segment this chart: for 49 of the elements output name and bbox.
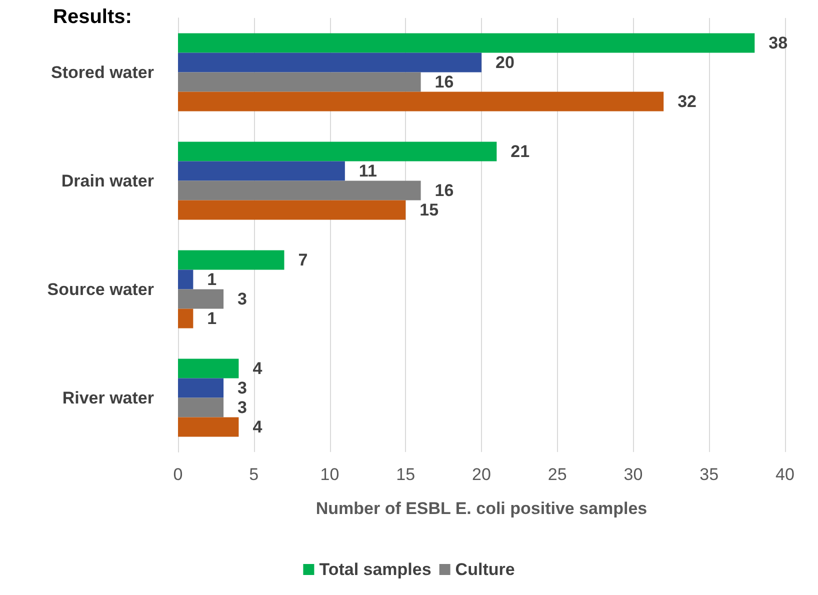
legend-label: Total samples [319,560,432,579]
data-label: 4 [252,418,263,437]
bar [178,200,406,220]
bar [178,417,239,437]
x-tick-label: 20 [472,465,491,484]
x-tick-label: 15 [396,465,416,484]
bar [178,92,664,112]
bar [178,72,421,92]
data-label: 38 [768,33,788,52]
data-label: 21 [510,142,530,161]
x-tick-label: 0 [173,465,183,484]
y-tick-label: Stored water [51,62,154,82]
x-tick-label: 10 [320,465,340,484]
data-label: 1 [207,309,217,328]
x-tick-label: 40 [776,465,794,484]
data-label: 20 [496,52,514,72]
bar [178,289,224,309]
y-tick-label: Drain water [61,171,154,190]
legend-label: Culture [455,560,515,579]
bar [178,270,194,290]
y-tick-label: Source water [47,280,154,299]
data-label: 32 [678,92,697,112]
chart-title: Results: [53,6,132,28]
bar [178,33,755,53]
x-tick-label: 25 [548,465,567,484]
bar [178,180,421,200]
data-label: 4 [252,358,263,378]
bar [178,358,239,378]
bar [178,308,194,328]
x-tick-label: 35 [700,465,719,484]
data-label: 3 [238,398,247,418]
data-label: 1 [207,270,217,289]
data-label: 11 [358,161,377,180]
bar [178,142,497,162]
bar [178,378,224,398]
x-axis-title: Number of ESBL E. coli positive samples [316,499,648,518]
bar [178,398,224,418]
data-label: 7 [298,250,308,270]
bar [178,250,284,270]
data-label: 3 [238,290,247,309]
data-label: 16 [434,72,454,92]
x-tick-label: 30 [624,465,643,484]
data-label: 3 [238,378,247,398]
bar [178,161,345,181]
x-tick-label: 5 [249,465,259,484]
y-tick-label: River water [62,388,154,408]
bar [178,52,482,72]
data-label: 16 [434,181,454,200]
data-label: 15 [420,200,439,220]
